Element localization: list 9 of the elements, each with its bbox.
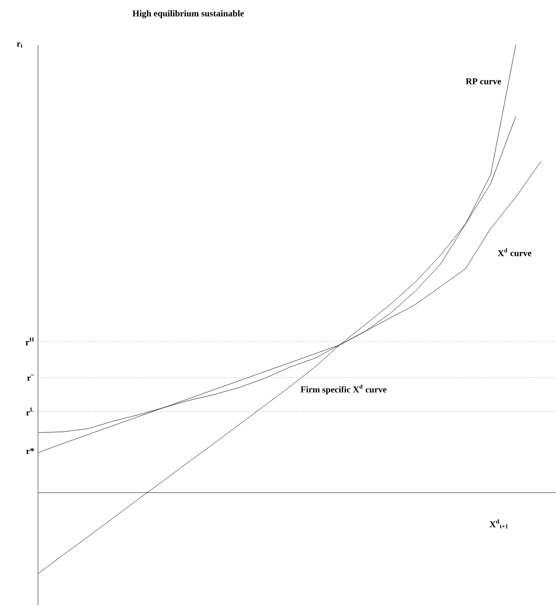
- series-label: RP curve: [466, 78, 502, 84]
- text: r*: [26, 448, 34, 454]
- series-label: Firm specific X$^{d}$ curve: [300, 384, 387, 394]
- y-axis-title: r$_{t}$: [16, 42, 23, 48]
- series-label: X$^{d}$ curve: [498, 248, 532, 256]
- ref-line-label: r$^{~}$: [27, 374, 34, 381]
- chart-title: High equilibrium sustainable: [132, 10, 244, 18]
- ref-line-label: r$^{H}$: [26, 337, 34, 346]
- ref-line-label: r$^{L}$: [26, 408, 34, 416]
